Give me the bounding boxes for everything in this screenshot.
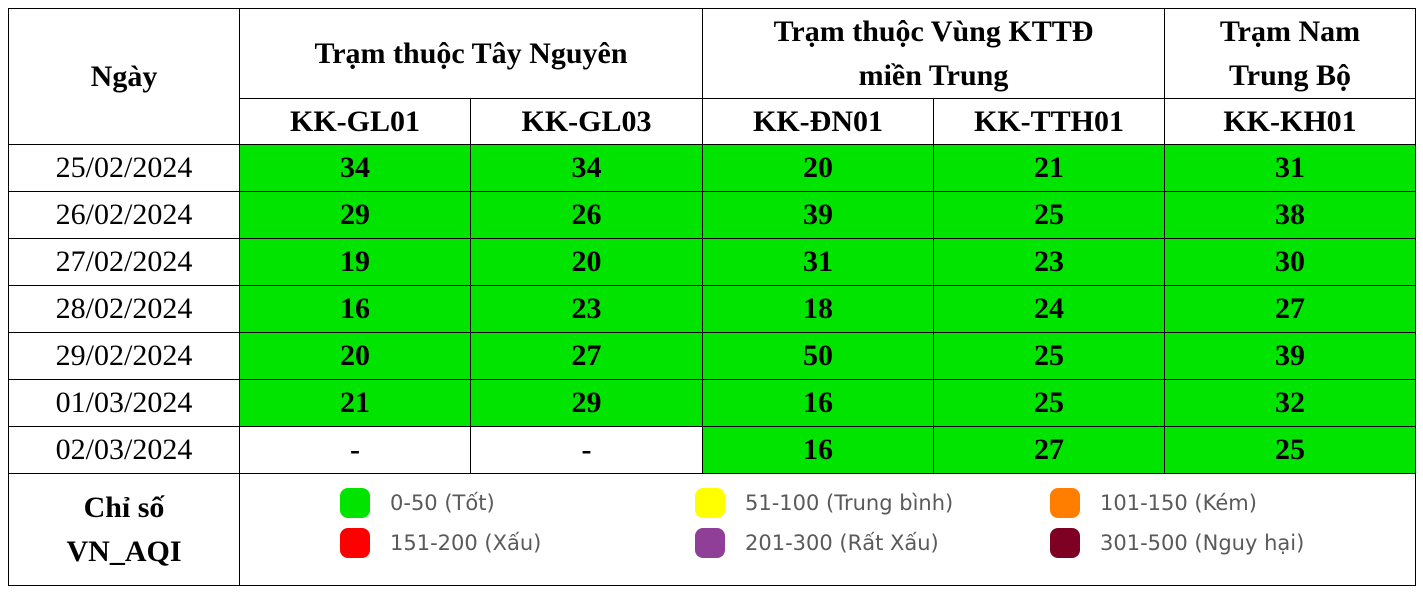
aqi-value-cell: 34 [470,144,703,192]
aqi-value-cell: 19 [239,238,471,286]
legend-swatch-icon [340,488,370,518]
aqi-value-cell: 34 [239,144,471,192]
legend-item: 51-100 (Trung bình) [695,488,1050,518]
aqi-value-cell: 24 [933,285,1165,333]
legend-text: 201-300 (Rất Xấu) [745,531,939,555]
station-header-tth01: KK-TTH01 [933,98,1165,145]
table-row: 26/02/2024 29 26 39 25 38 [8,191,1416,239]
legend-item: 101-150 (Kém) [1050,488,1340,518]
aqi-value-cell: 20 [470,238,703,286]
station-header-gl01: KK-GL01 [239,98,471,145]
legend-grid: 0-50 (Tốt) 51-100 (Trung bình) 101-150 (Ké… [340,488,1340,558]
date-cell: 01/03/2024 [8,379,240,427]
aqi-value-cell: 25 [1164,426,1416,474]
group-header-nam-trung-bo: Trạm Nam Trung Bộ [1164,8,1416,99]
station-header-gl03: KK-GL03 [470,98,703,145]
aqi-value-cell: - [470,426,703,474]
aqi-value-cell: 18 [702,285,934,333]
legend-text: 0-50 (Tốt) [390,491,495,515]
table-row: 28/02/2024 16 23 18 24 27 [8,285,1416,333]
legend-item: 301-500 (Nguy hại) [1050,528,1340,558]
aqi-value-cell: 39 [702,191,934,239]
aqi-value-cell: 29 [470,379,703,427]
table-row: 29/02/2024 20 27 50 25 39 [8,332,1416,380]
aqi-value-cell: - [239,426,471,474]
table-row: 01/03/2024 21 29 16 25 32 [8,379,1416,427]
aqi-value-cell: 27 [933,426,1165,474]
legend-label: Chỉ số VN_AQI [8,473,240,586]
group-header-tay-nguyen: Trạm thuộc Tây Nguyên [239,8,703,99]
aqi-value-cell: 27 [1164,285,1416,333]
aqi-value-cell: 38 [1164,191,1416,239]
date-cell: 27/02/2024 [8,238,240,286]
aqi-value-cell: 16 [239,285,471,333]
aqi-value-cell: 25 [933,191,1165,239]
legend-swatch-icon [340,528,370,558]
station-header-dn01: KK-ĐN01 [702,98,934,145]
legend-text: 301-500 (Nguy hại) [1100,531,1305,555]
table-body: 25/02/2024 34 34 20 21 31 26/02/2024 29 26 39 25 38… [8,144,1416,474]
aqi-value-cell: 23 [933,238,1165,286]
aqi-value-cell: 50 [702,332,934,380]
aqi-value-cell: 16 [702,379,934,427]
aqi-value-cell: 20 [702,144,934,192]
table-row: 02/03/2024- -16 27 25 [8,426,1416,474]
aqi-value-cell: 21 [239,379,471,427]
aqi-value-cell: 31 [1164,144,1416,192]
aqi-value-cell: 32 [1164,379,1416,427]
table-row: 27/02/2024 19 20 31 23 30 [8,238,1416,286]
aqi-value-cell: 20 [239,332,471,380]
date-cell: 26/02/2024 [8,191,240,239]
aqi-value-cell: 27 [470,332,703,380]
aqi-value-cell: 39 [1164,332,1416,380]
legend-text: 101-150 (Kém) [1100,491,1257,515]
legend-text: 151-200 (Xấu) [390,531,542,555]
aqi-value-cell: 16 [702,426,934,474]
date-cell: 29/02/2024 [8,332,240,380]
legend-item: 151-200 (Xấu) [340,528,695,558]
aqi-value-cell: 25 [933,332,1165,380]
aqi-table: Ngày Trạm thuộc Tây Nguyên Trạm thuộc Vù… [8,8,1416,586]
date-cell: 25/02/2024 [8,144,240,192]
aqi-value-cell: 30 [1164,238,1416,286]
legend-item: 0-50 (Tốt) [340,488,695,518]
aqi-value-cell: 31 [702,238,934,286]
group-header-kttd-mien-trung: Trạm thuộc Vùng KTTĐ miền Trung [702,8,1165,99]
aqi-value-cell: 25 [933,379,1165,427]
aqi-value-cell: 26 [470,191,703,239]
date-column-header: Ngày [8,8,240,145]
legend-swatch-icon [1050,528,1080,558]
legend-swatch-icon [695,528,725,558]
aqi-value-cell: 21 [933,144,1165,192]
legend-cell: 0-50 (Tốt) 51-100 (Trung bình) 101-150 (Ké… [239,473,1416,586]
legend-item: 201-300 (Rất Xấu) [695,528,1050,558]
legend-text: 51-100 (Trung bình) [745,491,954,515]
legend-swatch-icon [695,488,725,518]
legend-swatch-icon [1050,488,1080,518]
table-row: 25/02/2024 34 34 20 21 31 [8,144,1416,192]
date-cell: 02/03/2024 [8,426,240,474]
aqi-value-cell: 29 [239,191,471,239]
date-cell: 28/02/2024 [8,285,240,333]
aqi-value-cell: 23 [470,285,703,333]
station-header-kh01: KK-KH01 [1164,98,1416,145]
